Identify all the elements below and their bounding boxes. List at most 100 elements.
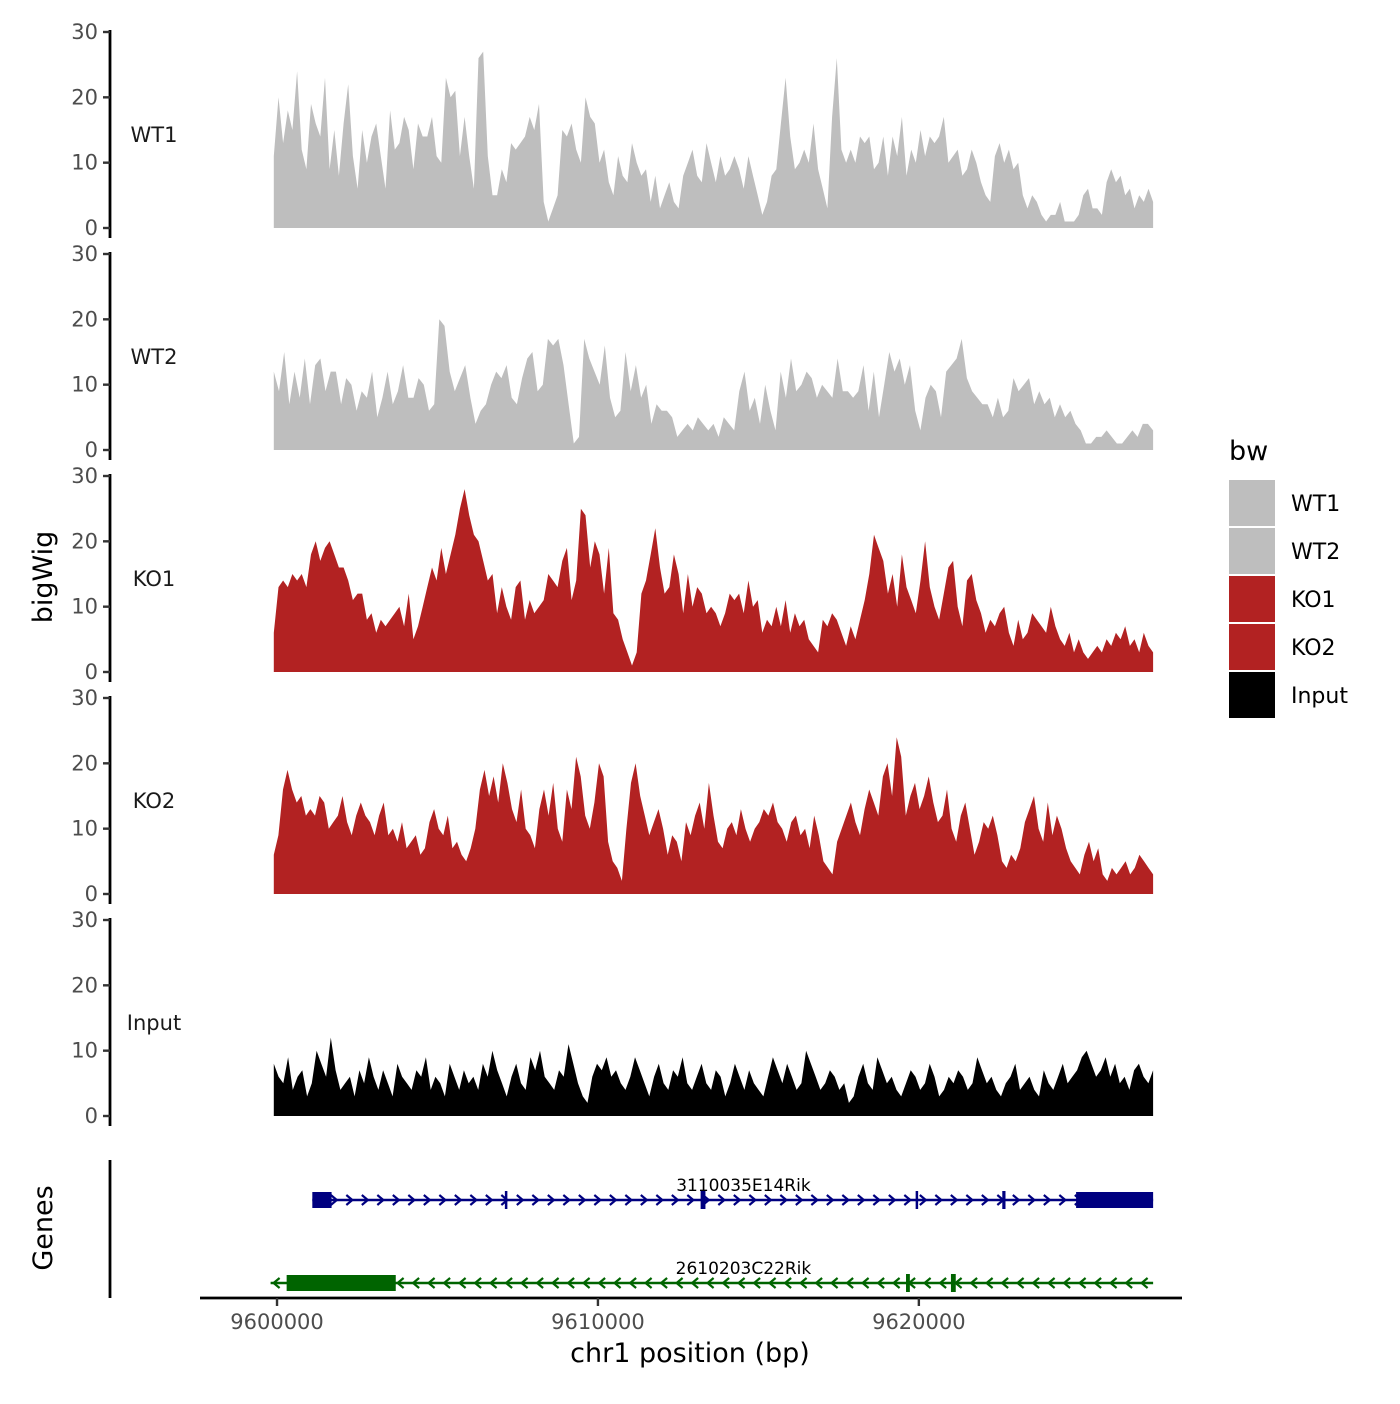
strand-arrow bbox=[795, 1194, 804, 1206]
strand-arrow bbox=[814, 1277, 823, 1289]
strand-arrow bbox=[934, 1194, 944, 1206]
strand-arrow bbox=[721, 1277, 730, 1289]
gene-3110035E14Rik: 3110035E14Rik bbox=[312, 1176, 1154, 1209]
strand-arrow bbox=[612, 1277, 622, 1289]
track-label-ko2: KO2 bbox=[133, 789, 176, 813]
strand-arrow bbox=[671, 1194, 680, 1206]
y-axis-title: bigWig bbox=[28, 531, 59, 624]
strand-arrow bbox=[395, 1277, 405, 1289]
y-tick-label: 10 bbox=[71, 151, 98, 175]
legend-key-ko1 bbox=[1229, 576, 1275, 622]
strand-arrow bbox=[872, 1194, 882, 1206]
legend-label-wt1: WT1 bbox=[1291, 492, 1340, 517]
strand-arrow bbox=[562, 1194, 572, 1206]
strand-arrow bbox=[860, 1277, 870, 1289]
track-label-ko1: KO1 bbox=[133, 567, 176, 591]
strand-arrow bbox=[764, 1194, 773, 1206]
strand-arrow bbox=[1093, 1277, 1102, 1289]
y-tick-label: 0 bbox=[85, 1104, 98, 1128]
x-tick-label: 9610000 bbox=[551, 1310, 645, 1334]
y-tick-label: 10 bbox=[71, 1039, 98, 1063]
strand-arrow bbox=[674, 1277, 684, 1289]
y-tick-label: 30 bbox=[71, 242, 98, 266]
strand-arrow bbox=[516, 1194, 525, 1206]
strand-arrow bbox=[655, 1194, 665, 1206]
gene-exon bbox=[950, 1274, 956, 1292]
strand-arrow bbox=[535, 1277, 544, 1289]
strand-arrow bbox=[1046, 1277, 1056, 1289]
strand-arrow bbox=[547, 1194, 556, 1206]
y-tick-label: 0 bbox=[85, 660, 98, 684]
strand-arrow bbox=[531, 1194, 541, 1206]
strand-arrow bbox=[984, 1277, 994, 1289]
y-tick-label: 0 bbox=[85, 438, 98, 462]
strand-arrow bbox=[426, 1277, 436, 1289]
strand-arrow bbox=[736, 1277, 746, 1289]
track-wt1: 0 10 20 30 WT1 bbox=[71, 20, 1154, 240]
strand-arrow bbox=[454, 1194, 463, 1206]
x-tick-label: 9620000 bbox=[872, 1310, 966, 1334]
strand-arrow bbox=[717, 1194, 727, 1206]
y-tick-label: 20 bbox=[71, 751, 98, 775]
gene-exon bbox=[906, 1274, 910, 1292]
strand-arrow bbox=[345, 1194, 355, 1206]
strand-arrow bbox=[733, 1194, 742, 1206]
strand-arrow bbox=[876, 1277, 885, 1289]
gene-exon bbox=[312, 1192, 332, 1208]
strand-arrow bbox=[841, 1194, 851, 1206]
strand-arrow bbox=[469, 1194, 479, 1206]
y-tick-label: 0 bbox=[85, 216, 98, 240]
y-tick-label: 20 bbox=[71, 529, 98, 553]
strand-arrow bbox=[919, 1194, 928, 1206]
strand-arrow bbox=[423, 1194, 432, 1206]
strand-arrow bbox=[1139, 1277, 1149, 1289]
strand-arrow bbox=[903, 1194, 913, 1206]
strand-arrow bbox=[473, 1277, 482, 1289]
strand-arrow bbox=[438, 1194, 448, 1206]
strand-arrow bbox=[504, 1277, 513, 1289]
strand-arrow bbox=[457, 1277, 467, 1289]
strand-arrow bbox=[798, 1277, 808, 1289]
strand-arrow bbox=[705, 1277, 715, 1289]
legend-title: bw bbox=[1229, 436, 1268, 467]
strand-arrow bbox=[845, 1277, 854, 1289]
track-label-wt2: WT2 bbox=[131, 345, 178, 369]
gene-exon bbox=[700, 1191, 706, 1209]
gene-exon bbox=[1002, 1191, 1006, 1209]
strand-arrow bbox=[922, 1277, 932, 1289]
coverage-area-ko1 bbox=[273, 489, 1154, 672]
strand-arrow bbox=[485, 1194, 494, 1206]
y-tick-label: 20 bbox=[71, 85, 98, 109]
coverage-area-wt1 bbox=[273, 51, 1154, 228]
x-tick-label: 9600000 bbox=[230, 1310, 324, 1334]
genes-panel: 3110035E14Rik 2610203C22Rik bbox=[108, 1160, 1154, 1298]
strand-arrow bbox=[624, 1194, 634, 1206]
strand-arrow bbox=[950, 1194, 959, 1206]
strand-arrow bbox=[597, 1277, 606, 1289]
y-tick-label: 30 bbox=[71, 20, 98, 44]
y-tick-label: 10 bbox=[71, 817, 98, 841]
gene-name-label: 2610203C22Rik bbox=[676, 1259, 812, 1279]
strand-arrow bbox=[783, 1277, 792, 1289]
strand-arrow bbox=[1108, 1277, 1118, 1289]
strand-arrow bbox=[1058, 1194, 1068, 1206]
coverage-area-ko2 bbox=[273, 737, 1154, 894]
strand-arrow bbox=[361, 1194, 370, 1206]
genes-panel-title: Genes bbox=[28, 1185, 59, 1270]
strand-arrow bbox=[1031, 1277, 1040, 1289]
strand-arrow bbox=[690, 1277, 699, 1289]
y-tick-label: 20 bbox=[71, 973, 98, 997]
legend-key-wt2 bbox=[1229, 528, 1275, 574]
tracks-group: 0 10 20 30 WT1 0 10 20 30 WT2 0 10 20 30 KO1 0 10 20 30 KO2… bbox=[71, 20, 1154, 1128]
legend-label-input: Input bbox=[1291, 684, 1348, 709]
strand-arrow bbox=[888, 1194, 897, 1206]
coverage-area-wt2 bbox=[273, 319, 1154, 450]
legend-key-input bbox=[1229, 672, 1275, 718]
track-label-wt1: WT1 bbox=[131, 123, 178, 147]
y-tick-label: 0 bbox=[85, 882, 98, 906]
strand-arrow bbox=[810, 1194, 820, 1206]
strand-arrow bbox=[1124, 1277, 1133, 1289]
strand-arrow bbox=[271, 1277, 281, 1289]
track-ko1: 0 10 20 30 KO1 bbox=[71, 464, 1154, 684]
